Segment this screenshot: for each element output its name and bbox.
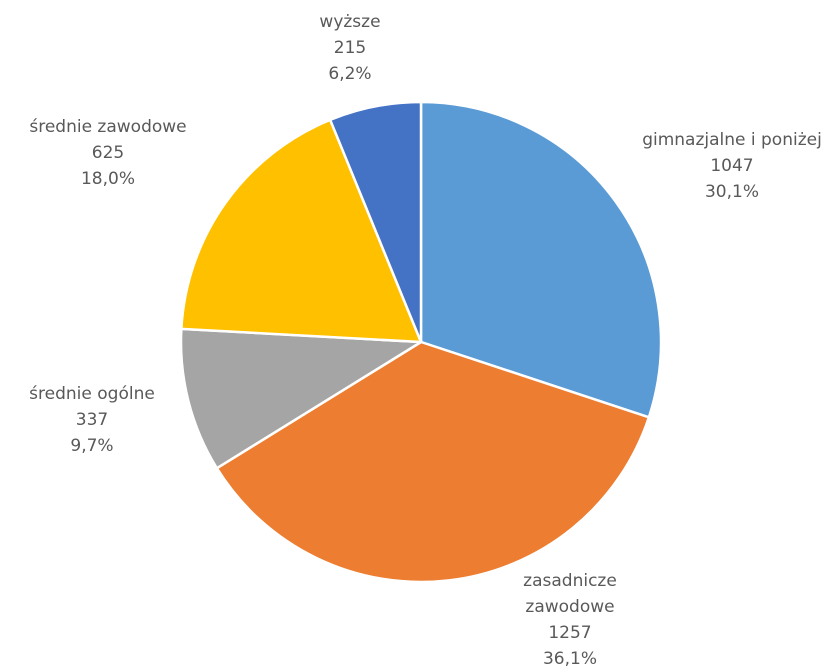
slice-percent-label: 6,2% <box>328 64 371 84</box>
slice-value-label: 337 <box>76 410 108 430</box>
pie-slice-3 <box>180 118 423 344</box>
slice-value-label: 1047 <box>710 156 753 176</box>
slice-label-0: gimnazjalne i poniżej 1047 30,1% <box>642 130 822 202</box>
slice-percent-label: 9,7% <box>70 436 113 456</box>
slice-value-label: 215 <box>334 38 366 58</box>
slice-category-label: wyższe <box>319 12 380 32</box>
slice-percent-label: 18,0% <box>81 169 135 189</box>
slice-label-1: zasadnicze zawodowe 1257 36,1% <box>523 571 617 669</box>
slice-category-label: zasadnicze <box>523 571 617 591</box>
pie-slice-2 <box>179 327 423 470</box>
pie-labels: gimnazjalne i poniżej 1047 30,1% zasadnicze… <box>29 12 822 669</box>
slice-percent-label: 36,1% <box>543 649 597 669</box>
pie-slice-4 <box>328 100 423 344</box>
slice-label-2: średnie ogólne 337 9,7% <box>29 384 155 456</box>
slice-category-label: zawodowe <box>525 597 614 617</box>
slice-percent-label: 30,1% <box>705 182 759 202</box>
pie-slice-0 <box>419 100 663 419</box>
slice-value-label: 625 <box>92 143 124 163</box>
slice-label-4: wyższe 215 6,2% <box>319 12 380 84</box>
pie-slices <box>179 100 663 584</box>
slice-value-label: 1257 <box>548 623 591 643</box>
slice-label-3: średnie zawodowe 625 18,0% <box>29 117 186 189</box>
slice-category-label: średnie ogólne <box>29 384 155 404</box>
slice-category-label: średnie zawodowe <box>29 117 186 137</box>
slice-category-label: gimnazjalne i poniżej <box>642 130 822 150</box>
